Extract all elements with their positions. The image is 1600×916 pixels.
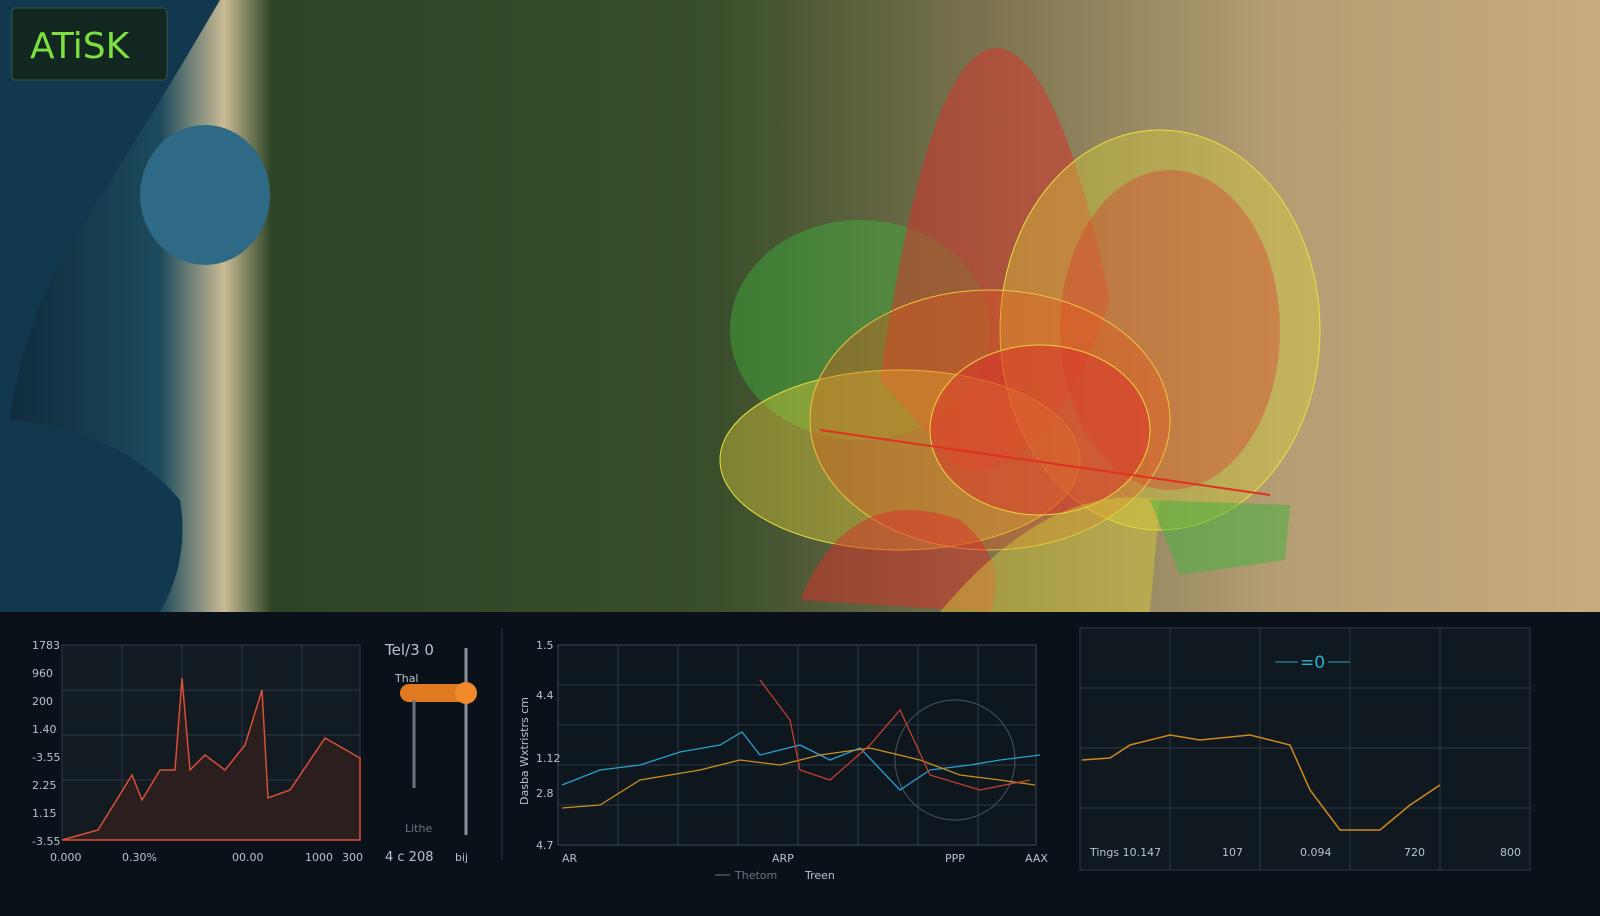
y-label: 2.8: [536, 787, 554, 800]
x-label: 0.30%: [122, 851, 157, 864]
line-series: [1081, 734, 1441, 831]
x-label: ARP: [772, 852, 794, 865]
line-series: [61, 677, 361, 841]
y-label: 1783: [32, 639, 60, 652]
x-label: 300: [342, 851, 363, 864]
y-label: 2.25: [32, 779, 57, 792]
grid-3: [1079, 627, 1531, 871]
y-label: 1.12: [536, 752, 561, 765]
map[interactable]: [0, 0, 1600, 612]
zone-red: [800, 510, 996, 612]
y-label: 1.15: [32, 807, 57, 820]
y-label: 960: [32, 667, 53, 680]
zone-red: [929, 344, 1151, 516]
axis-title: Dasba Wxtristrs cm: [518, 697, 531, 805]
y-label: -3.55: [32, 835, 60, 848]
slider-value: 4 c 208: [385, 850, 434, 865]
slider-unit: bij: [455, 851, 468, 864]
ocean: [0, 0, 220, 612]
x-label: AAX: [1025, 852, 1048, 865]
y-label: 1.5: [536, 639, 554, 652]
line-series: [561, 731, 1041, 791]
slider-legend: Lithe: [405, 822, 432, 835]
y-label: -3.55: [32, 751, 60, 764]
y-label: 4.7: [536, 839, 554, 852]
x-label: 0.000: [50, 851, 82, 864]
x-label: Tings 10.147: [1089, 846, 1161, 859]
line-series: [561, 747, 1036, 809]
y-label: 4.4: [536, 689, 554, 702]
line-series: [759, 679, 1031, 791]
x-label: 1000: [305, 851, 333, 864]
y-label: 1.40: [32, 723, 57, 736]
legend-entry: Treen: [804, 869, 835, 882]
x-label: 720: [1404, 846, 1425, 859]
slider-labels: Tel/3 0 Thal Lithe 4 c 208 bij: [384, 641, 468, 865]
zone-yellow: [940, 497, 1160, 612]
app-title: ATiSK: [30, 26, 131, 67]
title-badge: [11, 7, 168, 81]
zone-green: [1150, 500, 1290, 575]
x-label: AR: [562, 852, 578, 865]
legend-entry: Thetom: [734, 869, 777, 882]
lake: [140, 125, 270, 265]
x-label: PPP: [945, 852, 965, 865]
slider[interactable]: [400, 648, 477, 835]
x-label: 800: [1500, 846, 1521, 859]
x-label: 0.094: [1300, 846, 1332, 859]
panel-2-labels: 1.5 4.4 1.12 2.8 4.7 Dasba Wxtristrs cm …: [518, 639, 1048, 882]
slider-label: Tel/3 0: [384, 641, 434, 659]
panel-1-labels: 1783 960 200 1.40 -3.55 2.25 1.15 -3.55 …: [32, 639, 363, 864]
panel-title: =0: [1300, 653, 1325, 673]
slider-sub: Thal: [394, 672, 419, 685]
y-label: 200: [32, 695, 53, 708]
x-label: 00.00: [232, 851, 264, 864]
overlay-circle: [894, 699, 1016, 821]
map-base: [0, 0, 1600, 612]
panel-3-labels: =0 Tings 10.147 107 0.094 720 800: [1089, 653, 1521, 859]
grid-2: [557, 644, 1037, 846]
x-label: 107: [1222, 846, 1243, 859]
vector-line: [819, 429, 1271, 496]
